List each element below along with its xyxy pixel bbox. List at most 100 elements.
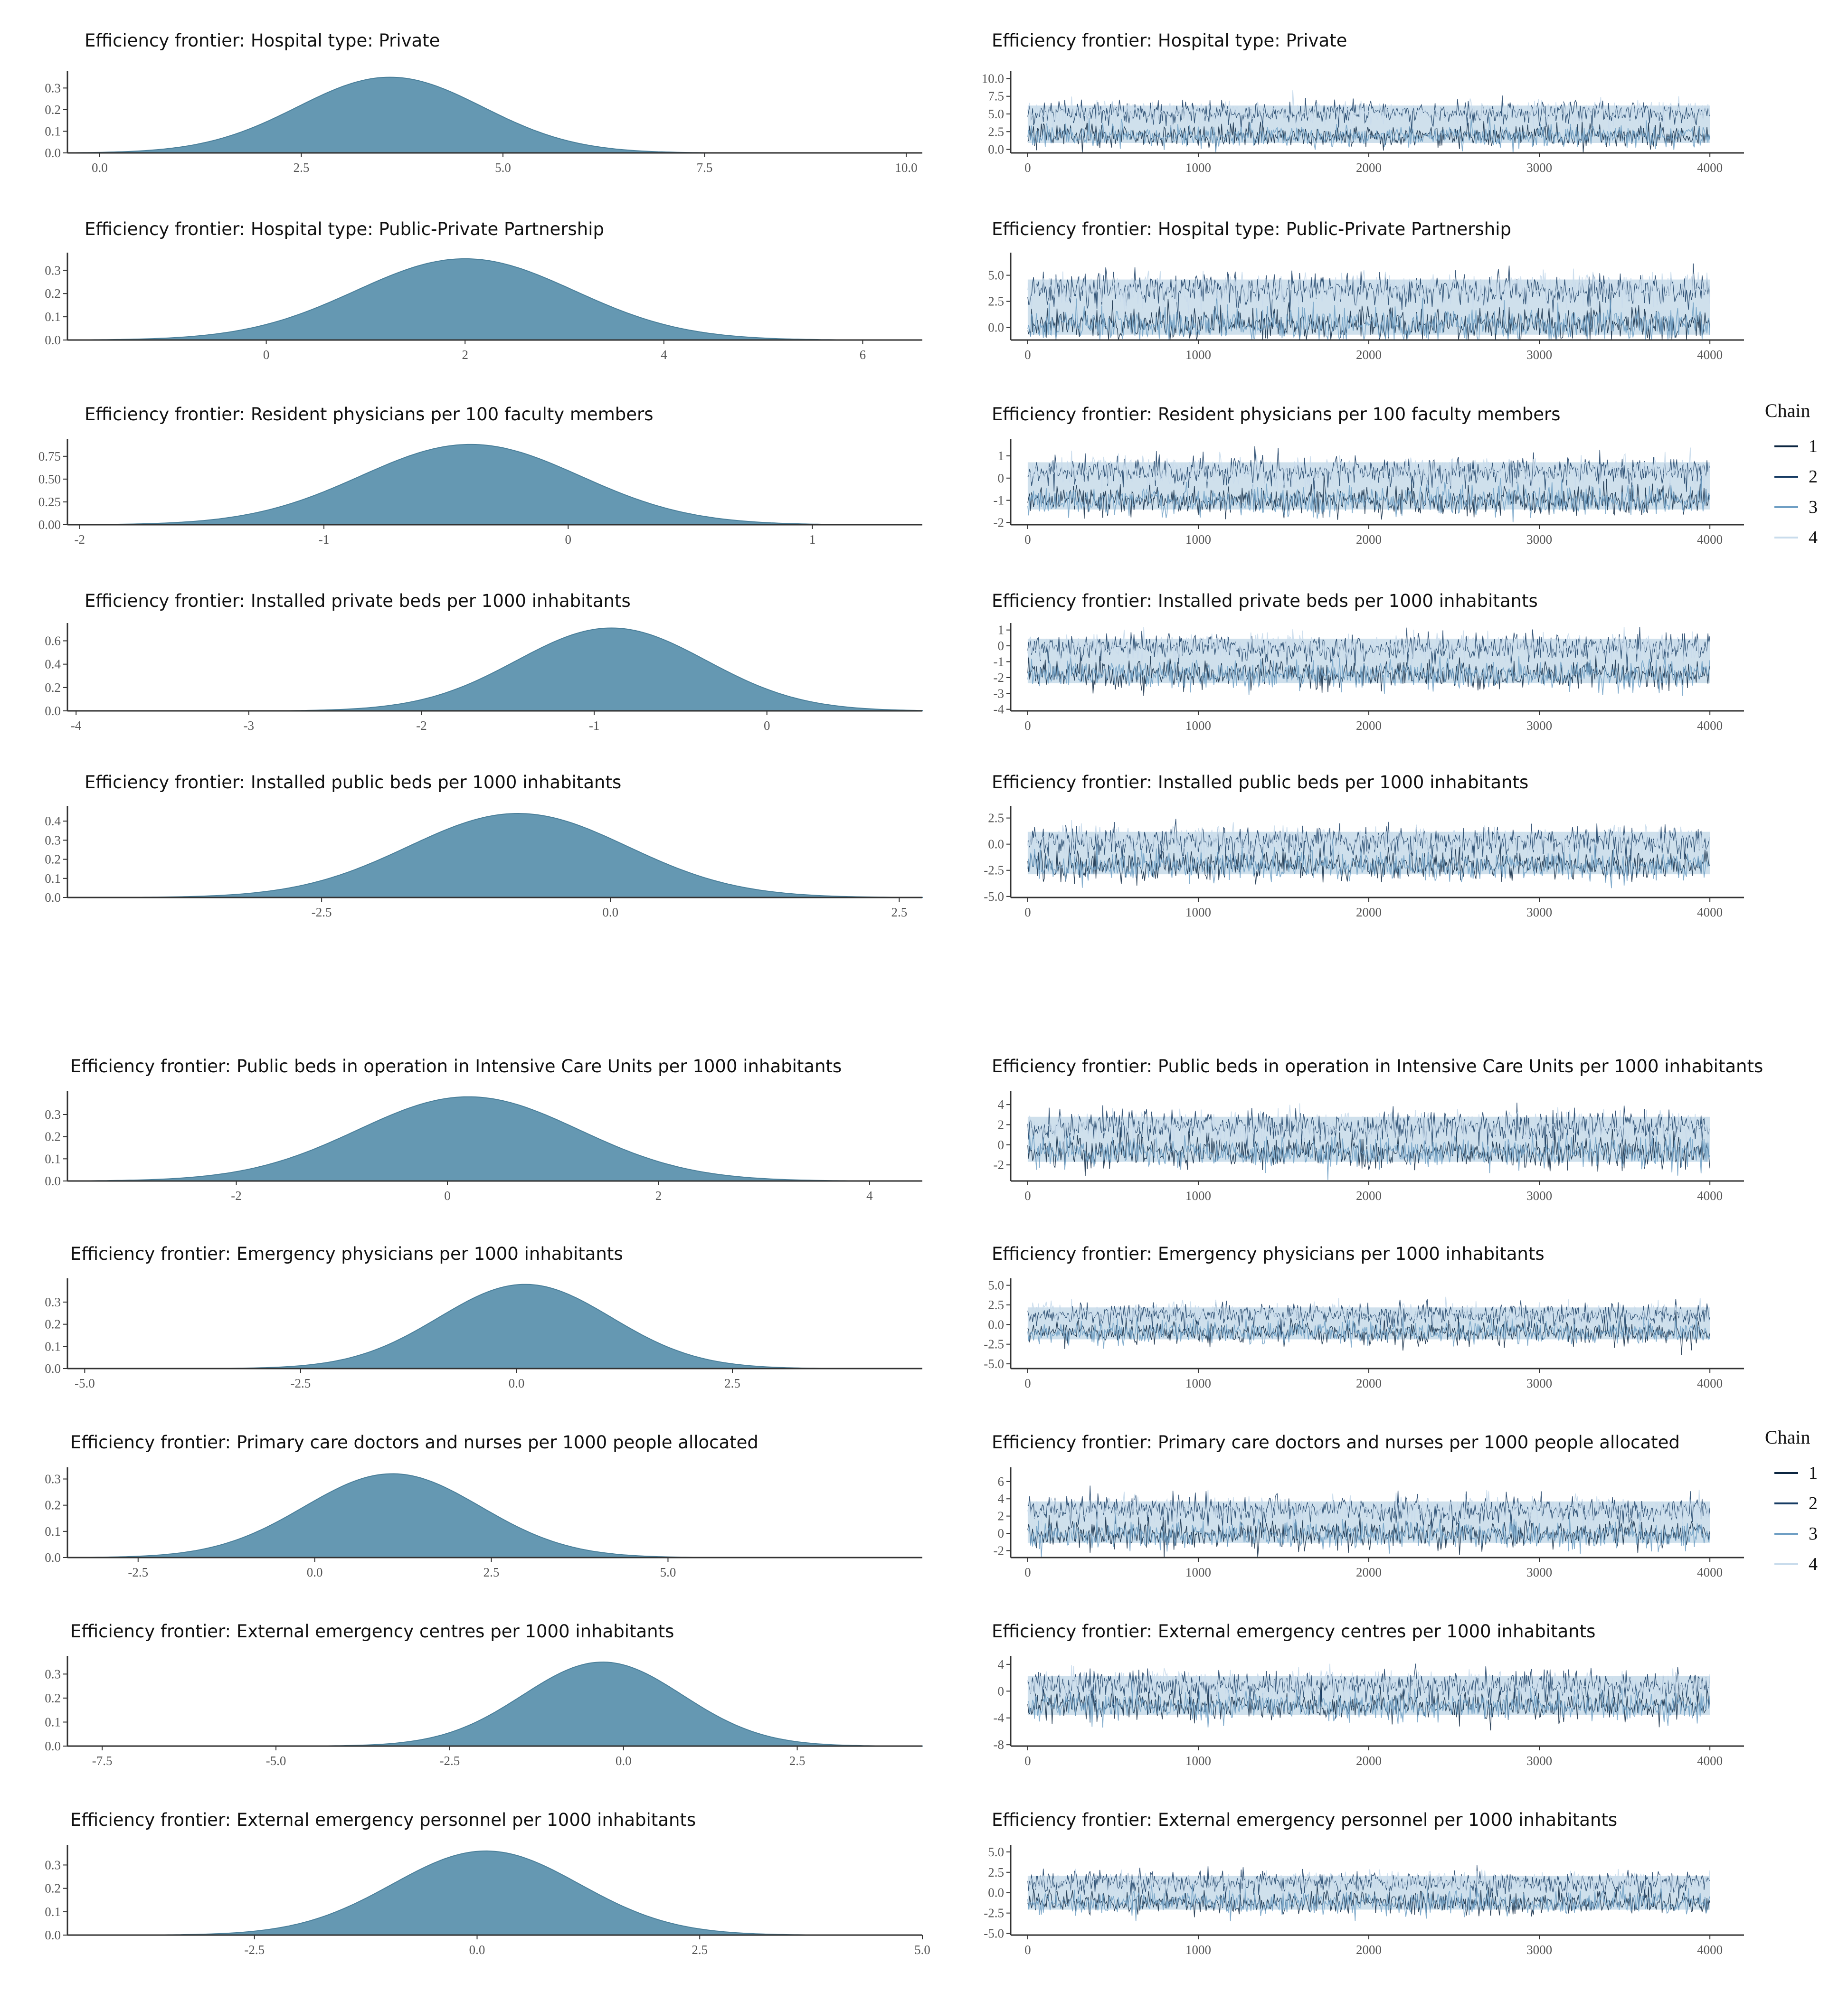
trace-panel-7: Efficiency frontier: Emergency physician… — [984, 1244, 1744, 1390]
y-tick-label: 0.2 — [45, 1317, 61, 1332]
y-tick-label: 0.0 — [988, 142, 1004, 157]
x-tick-label: 0.0 — [469, 1943, 485, 1957]
y-tick-label: 5.0 — [988, 1845, 1004, 1859]
x-tick-label: -2.5 — [128, 1565, 148, 1579]
y-tick-label: 0.3 — [45, 81, 61, 95]
x-tick-label: 1000 — [1185, 1943, 1211, 1957]
y-tick-label: 2.5 — [988, 1865, 1004, 1880]
x-tick-label: -5.0 — [266, 1754, 286, 1768]
panel-title: Efficiency frontier: Hospital type: Publ… — [85, 219, 604, 239]
y-tick-label: 0.0 — [45, 1174, 61, 1188]
x-tick-label: 3000 — [1526, 1565, 1552, 1579]
y-tick-label: -2 — [994, 515, 1005, 529]
density-panel-8: Efficiency frontier: Primary care doctor… — [45, 1432, 922, 1579]
x-tick-label: -2 — [74, 532, 85, 547]
y-tick-label: 0.0 — [988, 321, 1004, 335]
x-tick-label: 0 — [1024, 1754, 1031, 1768]
x-tick-label: 2000 — [1356, 348, 1382, 362]
x-tick-label: 2000 — [1356, 161, 1382, 175]
density-panel-1: Efficiency frontier: Hospital type: Priv… — [45, 30, 922, 175]
trace-panel-2: Efficiency frontier: Hospital type: Publ… — [988, 219, 1744, 362]
x-tick-label: 0 — [1024, 532, 1031, 547]
chain-2-trace — [1027, 819, 1710, 868]
x-tick-label: 2.5 — [692, 1943, 708, 1957]
y-tick-label: 0.3 — [45, 833, 61, 847]
y-tick-label: 0.0 — [988, 1317, 1004, 1332]
y-tick-label: 2.5 — [988, 1298, 1004, 1312]
chain-4-trace — [1027, 90, 1710, 133]
y-tick-label: 0.75 — [38, 449, 61, 463]
y-tick-label: 4 — [998, 1097, 1005, 1112]
density-panel-2: Efficiency frontier: Hospital type: Publ… — [45, 219, 922, 362]
density-area — [67, 444, 922, 525]
panel-title: Efficiency frontier: Resident physicians… — [85, 404, 653, 425]
x-tick-label: 2000 — [1356, 1943, 1382, 1957]
y-tick-label: 7.5 — [988, 89, 1004, 104]
trace-panel-10: Efficiency frontier: External emergency … — [984, 1810, 1744, 1957]
x-tick-label: 3000 — [1526, 161, 1552, 175]
x-tick-label: 2000 — [1356, 1754, 1382, 1768]
chain-4-trace — [1027, 1296, 1710, 1332]
density-area — [67, 1473, 922, 1558]
x-tick-label: 4 — [866, 1189, 873, 1203]
x-tick-label: -2.5 — [291, 1376, 311, 1390]
y-tick-label: 0.3 — [45, 1295, 61, 1309]
y-tick-label: 0.3 — [45, 263, 61, 277]
x-tick-label: 3000 — [1526, 718, 1552, 733]
x-tick-label: 0.0 — [616, 1754, 632, 1768]
density-area — [67, 812, 923, 898]
y-tick-label: 0.25 — [38, 495, 61, 509]
chain-3-trace — [1027, 117, 1710, 153]
x-tick-label: 2 — [462, 348, 468, 362]
density-panel-4: Efficiency frontier: Installed private b… — [45, 591, 923, 733]
x-tick-label: 1000 — [1185, 532, 1211, 547]
legend-title: Chain — [1765, 400, 1810, 421]
chain-4-trace — [1027, 1869, 1710, 1900]
y-tick-label: -5.0 — [984, 1357, 1004, 1371]
y-tick-label: 2.5 — [988, 124, 1004, 139]
y-tick-label: 0.1 — [45, 310, 61, 324]
legend-label-chain-1: 1 — [1809, 436, 1818, 456]
chain-3-trace — [1027, 1316, 1710, 1349]
density-panel-7: Efficiency frontier: Emergency physician… — [45, 1244, 922, 1390]
y-tick-label: 6 — [998, 1474, 1005, 1489]
x-tick-label: 2.5 — [891, 905, 907, 919]
y-tick-label: 0.0 — [988, 837, 1004, 851]
y-tick-label: 0.1 — [45, 1524, 61, 1539]
x-tick-label: 1000 — [1185, 905, 1211, 919]
x-tick-label: 3000 — [1526, 905, 1552, 919]
y-tick-label: 0 — [998, 639, 1005, 653]
chain-3-trace — [1027, 1507, 1710, 1558]
y-tick-label: 0.0 — [45, 146, 61, 160]
y-tick-label: 0.1 — [45, 1905, 61, 1919]
panel-title: Efficiency frontier: Public beds in oper… — [992, 1056, 1763, 1077]
x-tick-label: -1 — [589, 718, 600, 733]
y-tick-label: 0.0 — [45, 333, 61, 347]
chain-4-trace — [1027, 1490, 1710, 1532]
x-tick-label: 1 — [809, 532, 816, 547]
x-tick-label: 2.5 — [483, 1565, 500, 1579]
panel-title: Efficiency frontier: External emergency … — [992, 1810, 1617, 1830]
x-tick-label: 5.0 — [495, 161, 511, 175]
x-tick-label: 3000 — [1526, 348, 1552, 362]
y-tick-label: 0.2 — [45, 1691, 61, 1705]
density-area — [67, 76, 922, 153]
trace-panel-9: Efficiency frontier: External emergency … — [992, 1621, 1744, 1768]
y-tick-label: 1 — [998, 623, 1005, 637]
y-tick-label: -5.0 — [984, 889, 1004, 904]
x-tick-label: -3 — [244, 718, 255, 733]
y-tick-label: 0.2 — [45, 852, 61, 867]
chain-1-trace — [1027, 120, 1710, 153]
x-tick-label: 0.0 — [602, 905, 618, 919]
x-tick-label: -2.5 — [312, 905, 332, 919]
legend-label-chain-4: 4 — [1809, 528, 1818, 548]
trace-panel-8: Efficiency frontier: Primary care doctor… — [992, 1432, 1744, 1579]
x-tick-label: 2000 — [1356, 718, 1382, 733]
y-tick-label: -2 — [994, 671, 1005, 685]
x-tick-label: -4 — [71, 718, 82, 733]
x-tick-label: 0 — [1024, 161, 1031, 175]
y-tick-label: 4 — [998, 1492, 1005, 1506]
x-tick-label: 3000 — [1526, 1189, 1552, 1203]
x-tick-label: -2 — [231, 1189, 242, 1203]
y-tick-label: 0.2 — [45, 286, 61, 301]
